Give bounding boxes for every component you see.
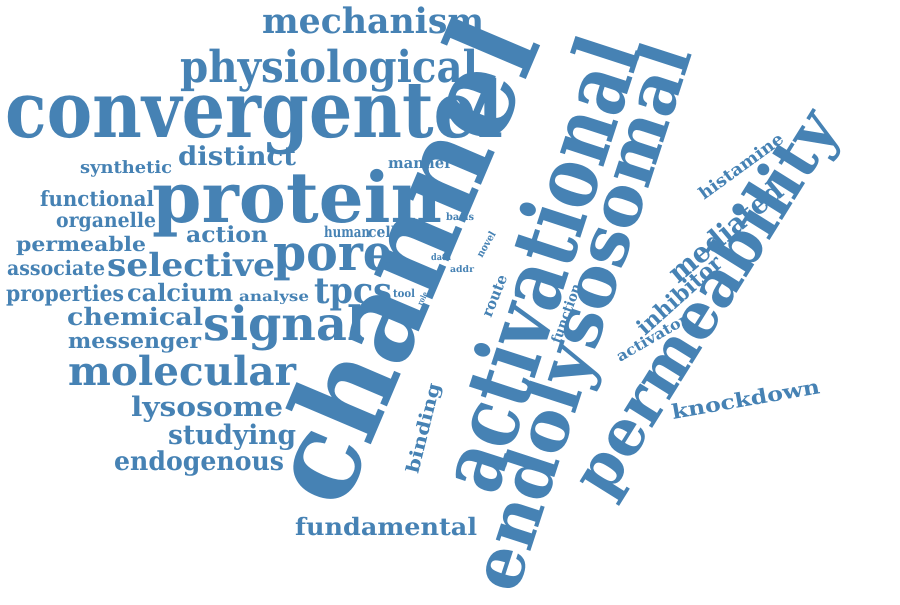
word-endogenous: endogenous xyxy=(114,447,284,477)
word-permeable: permeable xyxy=(16,232,146,256)
word-data: data xyxy=(431,253,451,263)
word-physiological: physiological xyxy=(180,42,478,93)
word-chemical: chemical xyxy=(67,302,203,331)
word-messenger: messenger xyxy=(68,328,202,353)
word-pore: pore xyxy=(273,223,393,282)
word-human: human xyxy=(324,223,370,241)
word-convergentel: convergentel xyxy=(5,65,503,156)
word-properties: properties xyxy=(6,281,124,307)
word-lysosome: lysosome xyxy=(131,392,283,423)
word-analyse: analyse xyxy=(239,289,309,305)
word-studying: studying xyxy=(168,420,296,451)
word-distinct: distinct xyxy=(178,142,296,172)
word-fundamental: fundamental xyxy=(295,512,477,541)
word-functional: functional xyxy=(40,186,154,211)
word-molecular: molecular xyxy=(68,348,297,395)
word-tpcs: tpcs xyxy=(314,270,392,312)
word-tool: tool xyxy=(393,287,415,300)
word-associate: associate xyxy=(7,256,105,280)
word-action: action xyxy=(186,222,268,248)
word-signal: signal xyxy=(203,297,365,352)
word-organelle: organelle xyxy=(56,208,156,232)
word-selective: selective xyxy=(107,246,275,284)
word-protein: protein xyxy=(152,156,442,239)
word-mechanism: mechanism xyxy=(262,1,484,42)
word-basis: basis xyxy=(446,212,474,223)
word-manner: manner xyxy=(388,154,453,172)
word-cell: cell xyxy=(368,223,396,241)
word-synthetic: synthetic xyxy=(80,158,172,178)
word-addr: addr xyxy=(450,265,474,275)
word-calcium: calcium xyxy=(127,278,233,307)
